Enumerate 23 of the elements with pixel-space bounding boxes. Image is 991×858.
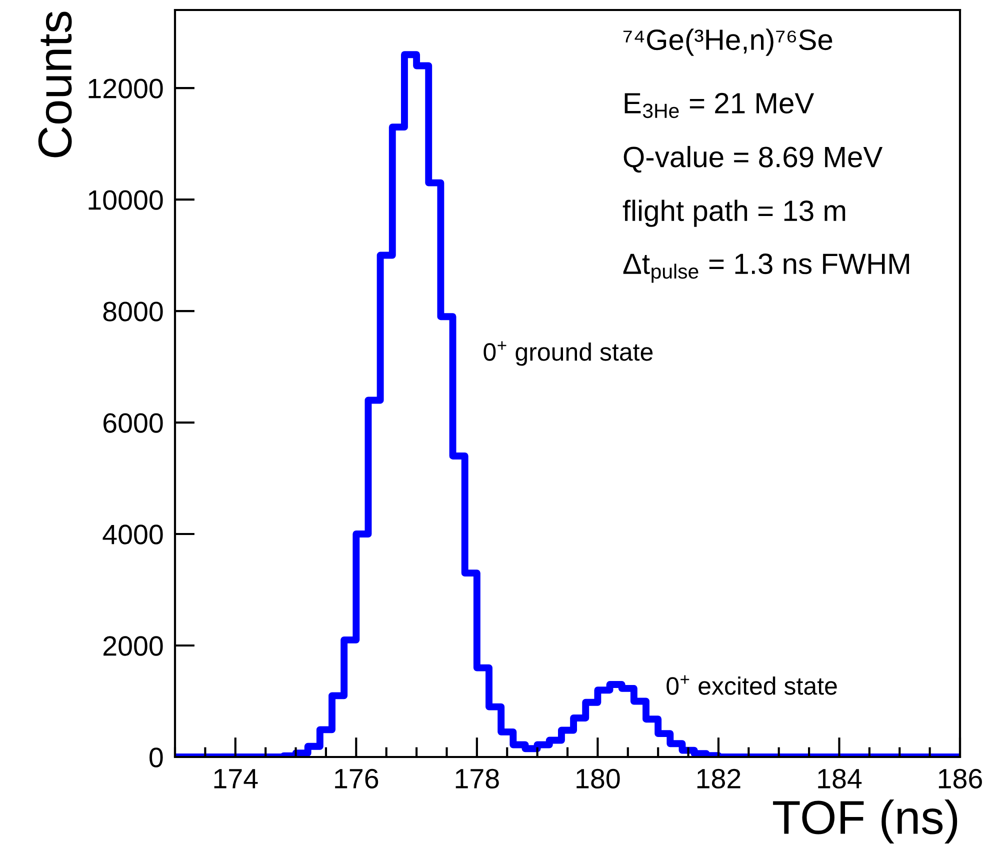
x-tick-label: 186	[938, 768, 982, 789]
x-tick-label: 174	[214, 769, 258, 788]
x-tick-label: 176	[335, 768, 378, 789]
y-tick-label: 8000	[103, 302, 163, 322]
x-tick-label: 184	[818, 768, 862, 789]
annotation: Δt$_{pulse}$ = 1.3 ns FWHM	[623, 254, 909, 283]
annotation: 0$^{+}$ excited state	[666, 675, 837, 695]
y-tick-label: 4000	[102, 524, 163, 544]
y-tick-label: 2000	[104, 636, 163, 656]
annotation: Q-value = 8.69 MeV	[624, 146, 883, 173]
annotation: 0$^{+}$ ground state	[484, 341, 653, 366]
x-tick-label: 178	[456, 768, 499, 789]
y-tick-label: 0	[150, 748, 163, 768]
y-tick-label: 6000	[104, 413, 163, 433]
y-tick-label: 10000	[88, 190, 163, 210]
annotation: flight path = 13 m	[622, 200, 846, 227]
annotation: E$_{3He}$ = 21 MeV	[624, 92, 814, 118]
y-tick-label: 12000	[88, 78, 163, 98]
x-tick-label: 182	[697, 768, 740, 789]
x-axis-title: TOF (ns)	[773, 800, 958, 844]
annotation: ⁷⁴Ge(³He,n)⁷⁶Se	[623, 28, 832, 56]
x-tick-label: 180	[576, 768, 620, 789]
y-axis-title: Counts	[38, 12, 72, 158]
